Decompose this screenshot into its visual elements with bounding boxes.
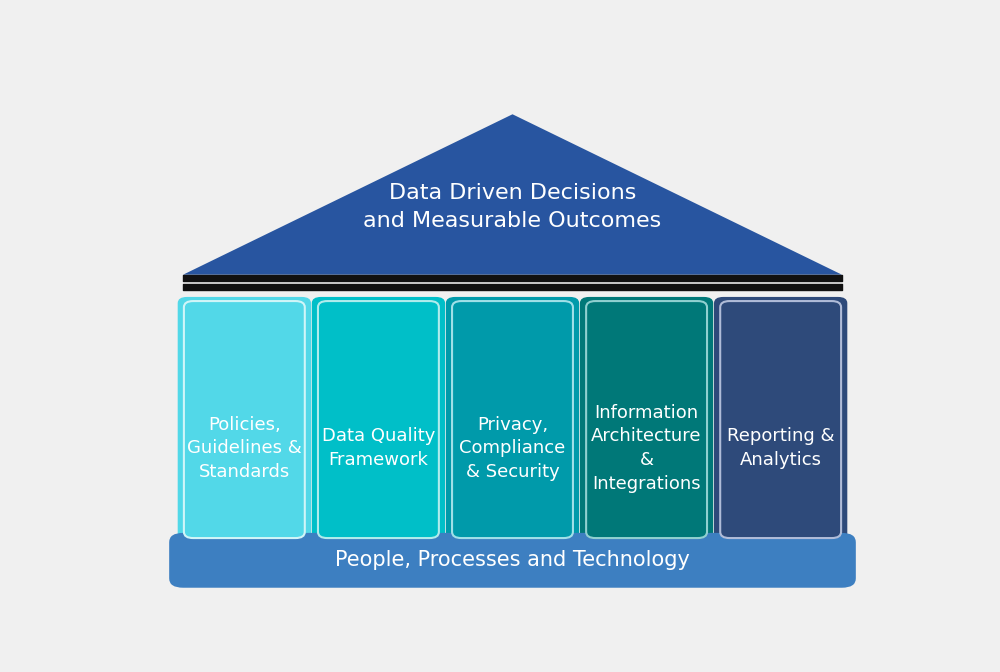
Text: Reporting &
Analytics: Reporting & Analytics [727, 427, 834, 469]
Text: Policies,
Guidelines &
Standards: Policies, Guidelines & Standards [187, 415, 302, 480]
FancyBboxPatch shape [318, 301, 439, 538]
FancyBboxPatch shape [714, 297, 847, 542]
Text: Data Driven Decisions
and Measurable Outcomes: Data Driven Decisions and Measurable Out… [363, 183, 662, 231]
FancyBboxPatch shape [720, 301, 841, 538]
FancyBboxPatch shape [312, 297, 445, 542]
FancyBboxPatch shape [446, 297, 579, 542]
Text: Privacy,
Compliance
& Security: Privacy, Compliance & Security [459, 415, 566, 480]
Polygon shape [183, 114, 842, 275]
FancyBboxPatch shape [586, 301, 707, 538]
FancyBboxPatch shape [169, 533, 856, 588]
FancyBboxPatch shape [580, 297, 713, 542]
Text: Information
Architecture
&
Integrations: Information Architecture & Integrations [591, 404, 702, 493]
Text: People, Processes and Technology: People, Processes and Technology [335, 550, 690, 571]
FancyBboxPatch shape [178, 297, 311, 542]
FancyBboxPatch shape [452, 301, 573, 538]
FancyBboxPatch shape [184, 301, 305, 538]
Text: Data Quality
Framework: Data Quality Framework [322, 427, 435, 469]
